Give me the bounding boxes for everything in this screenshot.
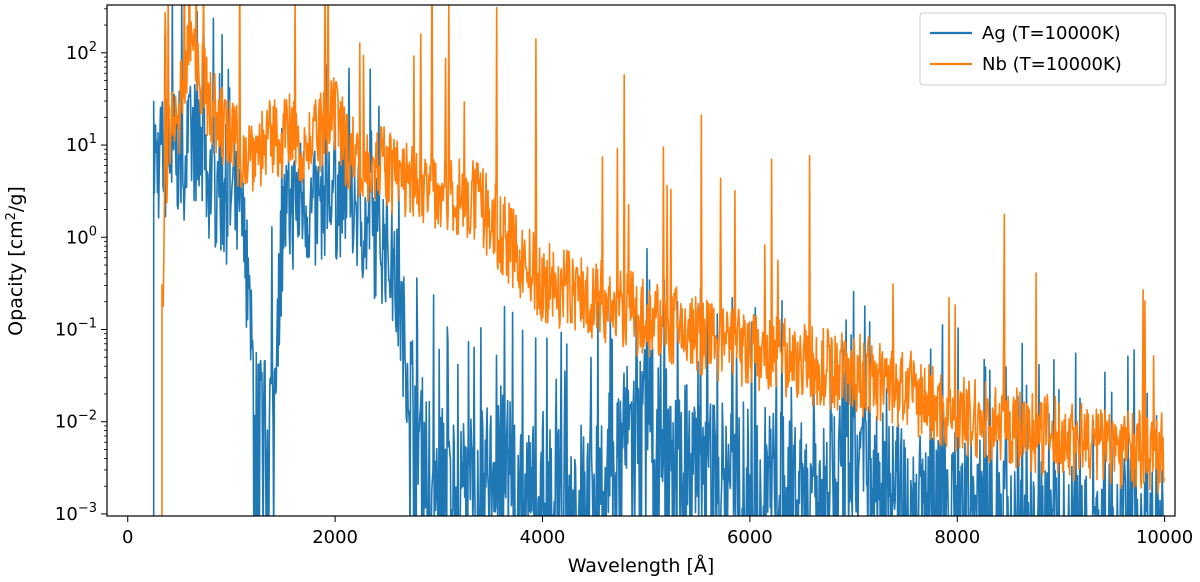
x-tick-label: 4000 (520, 527, 566, 548)
x-axis: 0 2000 4000 6000 8000 10000 (122, 516, 1193, 548)
y-tick-label: 10−3 (55, 501, 97, 525)
legend: Ag (T=10000K) Nb (T=10000K) (919, 12, 1167, 86)
x-tick-label: 10000 (1136, 527, 1193, 548)
x-tick-label: 0 (122, 527, 133, 548)
y-axis-label: Opacity [cm2/g] (4, 186, 27, 336)
y-tick-label: 10−1 (55, 316, 97, 340)
x-tick-label: 8000 (934, 527, 980, 548)
series-line-0 (152, 5, 1164, 516)
y-tick-label: 10−2 (55, 409, 97, 433)
legend-label-nb: Nb (T=10000K) (982, 54, 1122, 75)
series-layer (152, 5, 1165, 516)
x-tick-label: 6000 (727, 527, 773, 548)
x-axis-label: Wavelength [Å] (568, 554, 715, 577)
y-tick-label: 101 (66, 132, 97, 156)
x-tick-label: 2000 (312, 527, 358, 548)
y-axis: 10−3 10−2 10−1 100 101 102 (55, 8, 107, 525)
legend-box (919, 12, 1167, 86)
legend-label-ag: Ag (T=10000K) (982, 23, 1121, 44)
series-line-1 (161, 5, 1165, 516)
plot-frame (106, 4, 1176, 517)
y-tick-label: 100 (66, 224, 97, 248)
y-tick-label: 102 (66, 40, 97, 64)
